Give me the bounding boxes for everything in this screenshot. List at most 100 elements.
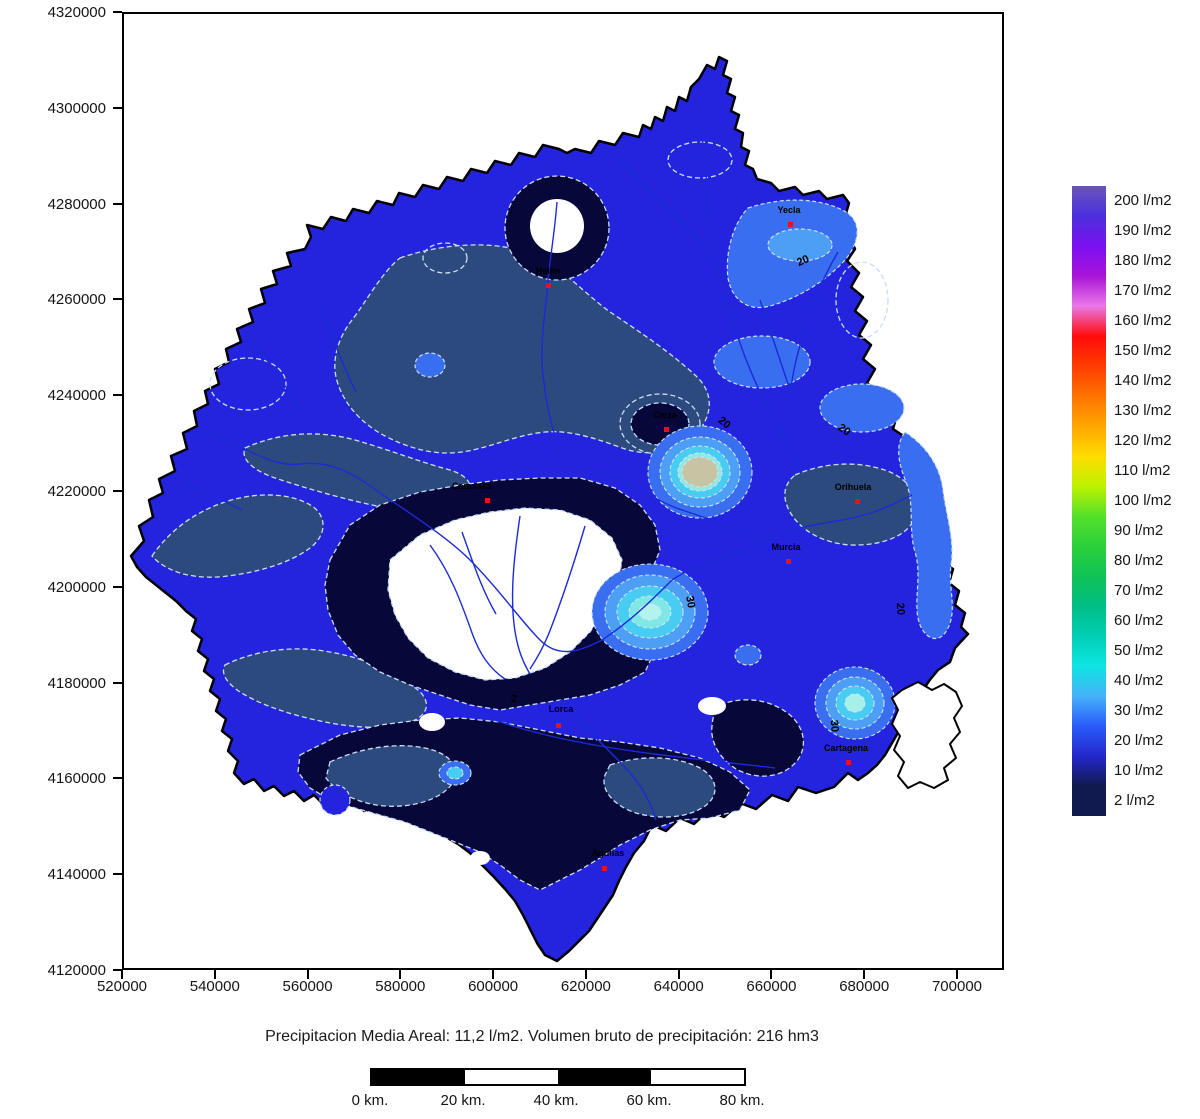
x-tick-mark: [584, 970, 587, 979]
x-tick-label: 660000: [746, 978, 797, 995]
y-tick-label: 4320000: [47, 4, 106, 21]
legend-swatch: [1072, 366, 1106, 396]
legend-swatch: [1072, 666, 1106, 696]
legend-swatch: [1072, 186, 1106, 216]
contour-value-label: 20: [893, 602, 907, 616]
legend-label: 20 l/m2: [1114, 732, 1164, 749]
scalebar-label: 80 km.: [719, 1092, 765, 1109]
legend-label: 70 l/m2: [1114, 582, 1164, 599]
contour-value-label: 30: [827, 719, 841, 733]
x-tick-label: 520000: [96, 978, 148, 995]
legend-label: 80 l/m2: [1114, 552, 1164, 569]
city-label: Caravaca: [451, 481, 493, 491]
y-tick-label: 4300000: [47, 99, 106, 117]
contour-value-label: 30: [683, 594, 698, 610]
city-label: Cartagena: [823, 743, 868, 753]
x-tick-mark: [306, 970, 309, 979]
legend-label: 190 l/m2: [1114, 222, 1172, 239]
city-dot: [546, 283, 551, 288]
legend-swatch: [1072, 726, 1106, 756]
scalebar-segment: [558, 1070, 651, 1084]
y-tick-label: 4200000: [47, 578, 106, 596]
y-tick-mark: [113, 106, 122, 109]
legend-swatch: [1072, 636, 1106, 666]
legend-swatch: [1072, 786, 1106, 816]
legend-label: 170 l/m2: [1114, 282, 1172, 299]
scalebar-label: 60 km.: [626, 1092, 672, 1109]
x-tick-mark: [677, 970, 680, 979]
legend-label: 150 l/m2: [1114, 342, 1172, 359]
legend-label: 100 l/m2: [1114, 492, 1172, 509]
legend-swatch: [1072, 306, 1106, 336]
legend-swatch: [1072, 576, 1106, 606]
scalebar-label: 20 km.: [440, 1092, 486, 1109]
y-tick-label: 4160000: [47, 770, 106, 788]
legend-label: 180 l/m2: [1114, 252, 1172, 269]
legend-label: 130 l/m2: [1114, 402, 1172, 419]
legend-label: 90 l/m2: [1114, 522, 1164, 539]
legend-swatch: [1072, 756, 1106, 786]
x-tick-label: 640000: [653, 978, 704, 995]
x-tick-mark: [213, 970, 216, 979]
x-tick-label: 540000: [189, 978, 240, 995]
city-dot: [788, 222, 793, 227]
x-tick-mark: [399, 970, 402, 979]
x-tick-mark: [492, 970, 495, 979]
legend-label: 60 l/m2: [1114, 612, 1164, 629]
legend-label: 50 l/m2: [1114, 642, 1164, 659]
city-label: Orihuela: [834, 482, 872, 492]
city-dot: [846, 760, 851, 765]
legend-label: 120 l/m2: [1114, 432, 1172, 449]
city-dot: [485, 498, 490, 503]
y-tick-mark: [113, 202, 122, 205]
city-dot: [664, 427, 669, 432]
city-dot: [556, 723, 561, 728]
legend-label: 200 l/m2: [1114, 192, 1172, 209]
contour-value-label: 2: [511, 693, 518, 705]
scale-bar-track: [370, 1068, 746, 1086]
city-label: Yecla: [777, 205, 801, 215]
legend-swatch: [1072, 546, 1106, 576]
scalebar-label: 0 km.: [351, 1092, 389, 1109]
legend-swatch: [1072, 486, 1106, 516]
x-tick-mark: [770, 970, 773, 979]
city-label: Murcia: [771, 542, 801, 552]
legend-swatch: [1072, 426, 1106, 456]
y-tick-mark: [113, 11, 122, 13]
legend-label: 40 l/m2: [1114, 672, 1164, 689]
city-dot: [786, 559, 791, 564]
y-tick-label: 4220000: [47, 483, 106, 500]
y-tick-mark: [113, 873, 122, 876]
scalebar-segment: [465, 1070, 558, 1084]
y-tick-label: 4180000: [47, 674, 106, 692]
y-tick-label: 4120000: [47, 962, 106, 979]
x-tick-label: 620000: [560, 978, 611, 995]
legend-swatch: [1072, 246, 1106, 276]
x-tick-label: 700000: [931, 978, 983, 995]
city-label: Aguilas: [591, 848, 625, 858]
figure-caption: Precipitacion Media Areal: 11,2 l/m2. Vo…: [265, 1028, 819, 1045]
city-label: Hellin: [535, 266, 561, 276]
y-tick-label: 4260000: [47, 291, 106, 309]
legend-label: 140 l/m2: [1114, 372, 1172, 389]
x-tick-label: 600000: [468, 978, 519, 995]
y-tick-mark: [113, 777, 122, 780]
city-dot: [855, 499, 860, 504]
y-tick-mark: [113, 490, 122, 492]
legend-swatch: [1072, 336, 1106, 366]
y-tick-mark: [113, 585, 122, 588]
y-tick-label: 4280000: [47, 195, 106, 213]
x-tick-label: 680000: [839, 978, 890, 995]
y-tick-mark: [113, 969, 122, 971]
legend-swatch: [1072, 396, 1106, 426]
y-tick-mark: [113, 394, 122, 397]
legend-swatch: [1072, 696, 1106, 726]
x-tick-mark: [121, 970, 123, 979]
y-tick-mark: [113, 681, 122, 684]
y-tick-label: 4240000: [47, 387, 106, 405]
legend-swatch: [1072, 456, 1106, 486]
city-label: Lorca: [548, 704, 574, 714]
legend-swatch: [1072, 276, 1106, 306]
legend-label: 30 l/m2: [1114, 702, 1164, 719]
